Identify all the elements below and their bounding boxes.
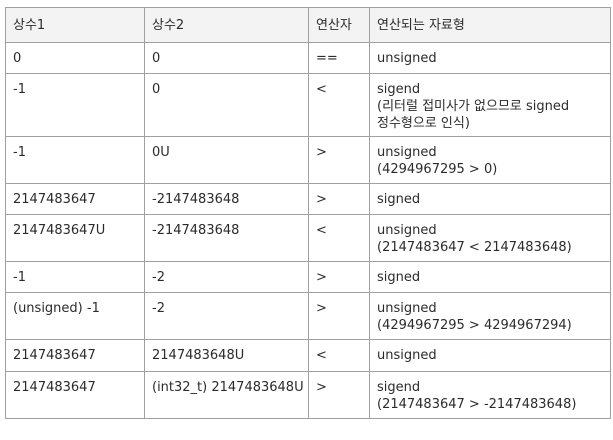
cell-constant2: 0	[144, 42, 309, 74]
result-type-line: unsigned	[377, 348, 437, 363]
cell-operator: ==	[308, 42, 370, 74]
cell-constant1: 2147483647U	[5, 214, 145, 262]
result-type-line: unsigned	[377, 301, 437, 316]
comparison-table-container: 상수1 상수2 연산자 연산되는 자료형 0 0 == unsigned -1 …	[5, 7, 611, 419]
result-note-line: (2147483647 < 2147483648)	[377, 240, 572, 255]
cell-operator: >	[308, 261, 370, 293]
result-type-line: unsigned	[377, 51, 437, 66]
table-row: (unsigned) -1 -2 > unsigned (4294967295 …	[5, 292, 611, 340]
table-row: -1 -2 > signed	[5, 261, 611, 293]
table-row: 2147483647 -2147483648 > signed	[5, 183, 611, 215]
cell-result-type: unsigned (4294967295 > 4294967294)	[369, 292, 611, 340]
header-constant1: 상수1	[5, 7, 145, 43]
cell-result-type: unsigned (2147483647 < 2147483648)	[369, 214, 611, 262]
cell-constant1: 2147483647	[5, 183, 145, 215]
cell-constant1: -1	[5, 261, 145, 293]
cell-operator: >	[308, 183, 370, 215]
result-type-line: sigend	[377, 380, 421, 395]
result-type-line: unsigned	[377, 145, 437, 160]
result-note-line: (2147483647 > -2147483648)	[377, 397, 577, 412]
result-type-line: signed	[377, 270, 421, 285]
cell-operator: <	[308, 214, 370, 262]
cell-constant2: 0U	[144, 136, 309, 184]
cell-constant2: -2147483648	[144, 214, 309, 262]
header-result-type: 연산되는 자료형	[369, 7, 611, 43]
cell-operator: <	[308, 339, 370, 372]
header-constant2: 상수2	[144, 7, 309, 43]
cell-operator: >	[308, 371, 370, 419]
cell-constant2: -2147483648	[144, 183, 309, 215]
cell-constant2: 0	[144, 73, 309, 137]
result-type-line: unsigned	[377, 223, 437, 238]
table-row: 2147483647 2147483648U < unsigned	[5, 339, 611, 372]
table-row: 0 0 == unsigned	[5, 42, 611, 74]
cell-constant1: -1	[5, 73, 145, 137]
header-operator: 연산자	[308, 7, 370, 43]
cell-operator: >	[308, 136, 370, 184]
cell-result-type: signed	[369, 183, 611, 215]
table-row: -1 0 < sigend (리터럴 접미사가 없으므로 signed 정수형으…	[5, 73, 611, 137]
cell-result-type: sigend (2147483647 > -2147483648)	[369, 371, 611, 419]
cell-constant2: (int32_t) 2147483648U	[144, 371, 309, 419]
cell-constant2: -2	[144, 261, 309, 293]
cell-constant1: (unsigned) -1	[5, 292, 145, 340]
result-type-line: signed	[377, 192, 421, 207]
result-note-line: (4294967295 > 4294967294)	[377, 318, 572, 333]
comparison-table: 상수1 상수2 연산자 연산되는 자료형 0 0 == unsigned -1 …	[5, 7, 611, 419]
result-note-line: (리터럴 접미사가 없으므로 signed	[377, 99, 570, 114]
cell-constant2: 2147483648U	[144, 339, 309, 372]
table-row: 2147483647 (int32_t) 2147483648U > sigen…	[5, 371, 611, 419]
table-row: 2147483647U -2147483648 < unsigned (2147…	[5, 214, 611, 262]
result-note-line: (4294967295 > 0)	[377, 162, 498, 177]
table-header-row: 상수1 상수2 연산자 연산되는 자료형	[5, 7, 611, 43]
cell-constant1: 2147483647	[5, 371, 145, 419]
cell-constant2: -2	[144, 292, 309, 340]
result-type-line: sigend	[377, 82, 421, 97]
cell-constant1: -1	[5, 136, 145, 184]
cell-constant1: 2147483647	[5, 339, 145, 372]
cell-result-type: unsigned	[369, 339, 611, 372]
cell-result-type: signed	[369, 261, 611, 293]
result-note-line: 정수형으로 인식)	[377, 116, 470, 131]
table-row: -1 0U > unsigned (4294967295 > 0)	[5, 136, 611, 184]
cell-result-type: sigend (리터럴 접미사가 없으므로 signed 정수형으로 인식)	[369, 73, 611, 137]
cell-result-type: unsigned (4294967295 > 0)	[369, 136, 611, 184]
cell-operator: >	[308, 292, 370, 340]
cell-constant1: 0	[5, 42, 145, 74]
cell-result-type: unsigned	[369, 42, 611, 74]
cell-operator: <	[308, 73, 370, 137]
